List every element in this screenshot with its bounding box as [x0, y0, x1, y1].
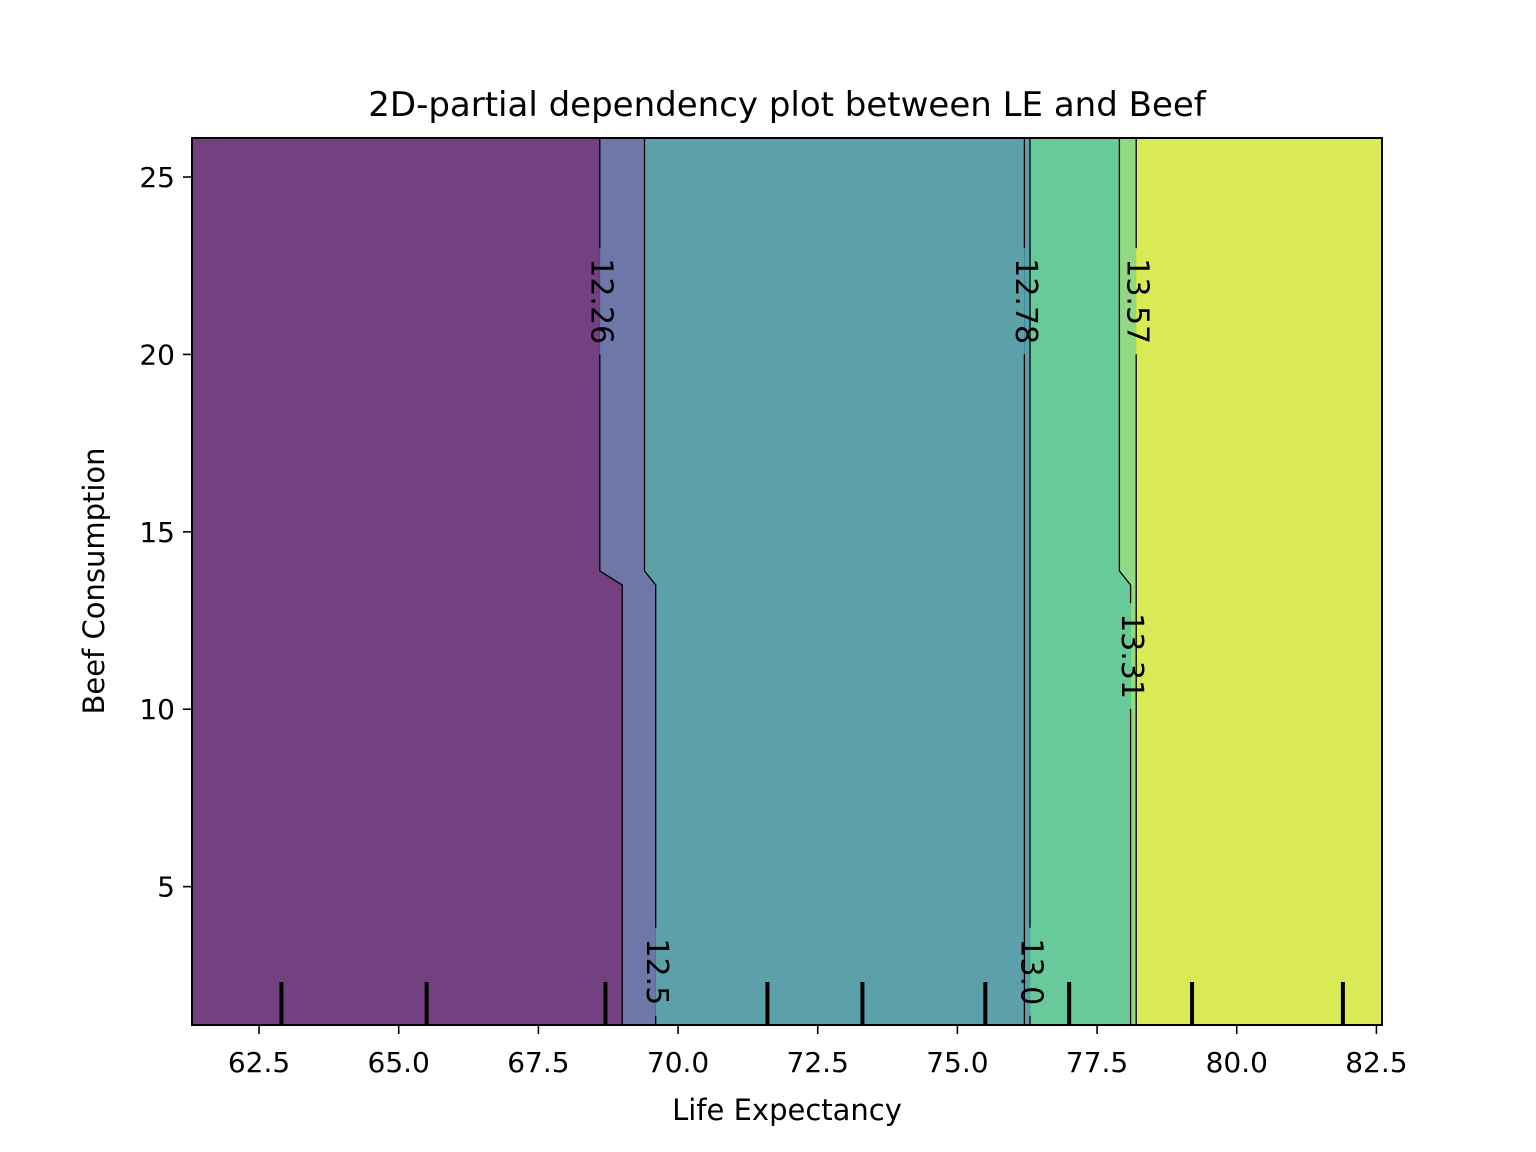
x-tick-label-5: 72.5: [787, 1046, 849, 1079]
y-tick-label-5: 25: [139, 161, 175, 194]
contour-band-3: [644, 137, 1025, 1026]
x-tick-label-9: 82.5: [1345, 1046, 1407, 1079]
contour-label-2: 12.5: [639, 938, 674, 1005]
x-tick-label-4: 70.0: [647, 1046, 709, 1079]
contour-band-1: [191, 137, 623, 1026]
y-axis-label: Beef Consumption: [77, 447, 111, 714]
x-tick-label-6: 75.0: [926, 1046, 988, 1079]
axes-frame: [191, 137, 1383, 1026]
contour-label-5: 13.31: [1114, 613, 1149, 699]
y-tick-label-1: 5: [157, 871, 175, 904]
contour-label-4: 13.0: [1014, 938, 1049, 1005]
contour-line-2: [643, 138, 657, 1025]
contour-line-1: [599, 138, 623, 1025]
axes: 62.5 65.0 67.5 70.0 72.5 75.0 77.5 80.0 82.5 5 10 1…: [139, 137, 1408, 1079]
y-tick-label-3: 15: [139, 516, 175, 549]
contour-band-7: [1135, 137, 1383, 1026]
contour-label-6: 13.57: [1120, 258, 1155, 344]
x-tick-label-3: 67.5: [507, 1046, 569, 1079]
contour-line-5: [1118, 138, 1132, 1025]
contour-label-3: 12.78: [1008, 258, 1043, 344]
contour-band-5: [1029, 137, 1131, 1026]
x-tick-label-7: 77.5: [1066, 1046, 1128, 1079]
x-tick-label-1: 62.5: [228, 1046, 290, 1079]
x-axis-label: Life Expectancy: [672, 1093, 902, 1127]
x-tick-label-2: 65.0: [368, 1046, 430, 1079]
contour-label-1: 12.26: [583, 258, 618, 344]
y-tick-label-4: 20: [139, 338, 175, 371]
x-tick-label-8: 80.0: [1206, 1046, 1268, 1079]
y-tick-label-2: 10: [139, 693, 175, 726]
plot-area: 12.26 12.5 12.78 13.0 13.31 13.57: [191, 137, 1383, 1026]
chart-title: 2D-partial dependency plot between LE an…: [368, 85, 1207, 125]
